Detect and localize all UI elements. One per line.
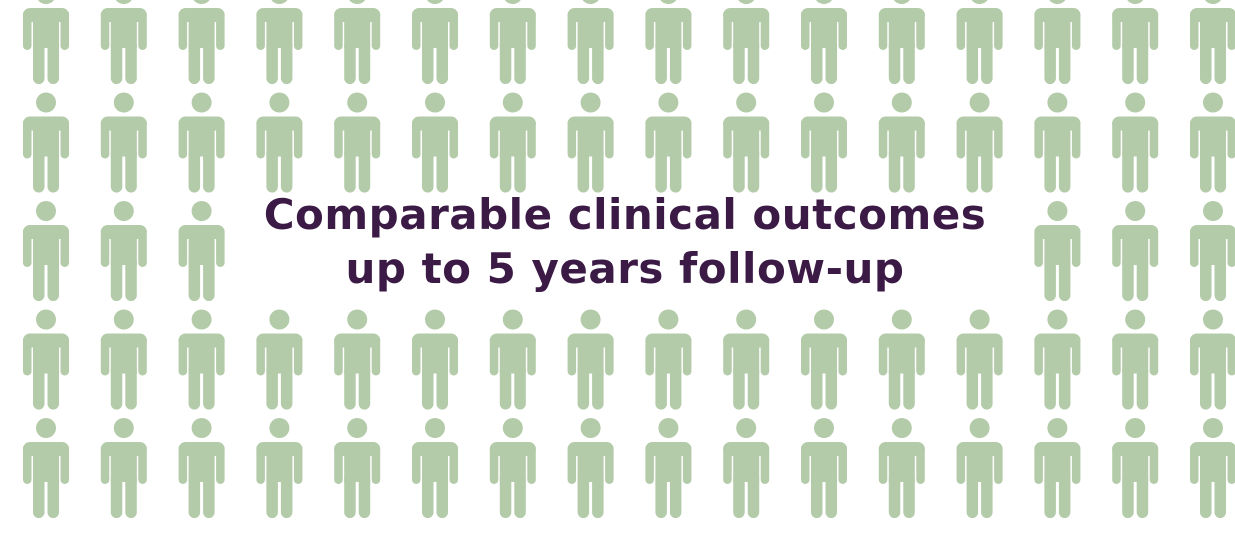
person-icon <box>645 309 692 410</box>
person-icon <box>801 0 847 84</box>
person-icon <box>178 201 225 301</box>
person-icon <box>723 309 770 410</box>
person-icon <box>801 309 847 410</box>
person-icon <box>489 92 536 193</box>
person-icon <box>878 92 925 193</box>
person-icon <box>489 309 536 410</box>
person-icon <box>23 309 69 410</box>
person-icon <box>23 418 69 518</box>
person-icon <box>1112 201 1159 301</box>
person-icon <box>645 92 692 193</box>
person-icon <box>178 418 225 518</box>
person-icon <box>100 92 147 193</box>
person-icon <box>645 0 692 84</box>
person-icon <box>1034 418 1081 518</box>
person-icon <box>1034 0 1081 84</box>
person-icon <box>23 201 69 301</box>
person-icon <box>1034 92 1081 193</box>
person-icon <box>23 92 69 193</box>
person-icon <box>100 309 147 410</box>
person-icon <box>412 0 458 84</box>
person-icon <box>1112 0 1159 84</box>
person-icon <box>489 418 536 518</box>
person-icon <box>956 418 1003 518</box>
person-icon <box>256 0 303 84</box>
person-icon <box>334 92 381 193</box>
person-icon <box>1190 418 1235 518</box>
headline: Comparable clinical outcomes up to 5 yea… <box>245 188 1005 296</box>
person-icon <box>256 418 303 518</box>
person-icon <box>567 418 614 518</box>
person-icon <box>723 92 770 193</box>
person-icon <box>412 418 458 518</box>
person-icon <box>178 92 225 193</box>
person-icon <box>489 0 536 84</box>
person-icon <box>645 418 692 518</box>
person-icon <box>567 0 614 84</box>
person-icon <box>334 418 381 518</box>
person-icon <box>1112 92 1159 193</box>
person-icon <box>23 0 69 84</box>
person-icon <box>334 309 381 410</box>
person-icon <box>956 0 1003 84</box>
person-icon <box>878 0 925 84</box>
person-icon <box>1190 309 1235 410</box>
person-icon <box>801 418 847 518</box>
person-icon <box>1112 418 1159 518</box>
person-icon <box>878 418 925 518</box>
person-icon <box>100 418 147 518</box>
person-icon <box>1034 201 1081 301</box>
person-icon <box>100 201 147 301</box>
person-icon <box>412 309 458 410</box>
person-icon <box>412 92 458 193</box>
person-icon <box>878 309 925 410</box>
person-icon <box>567 309 614 410</box>
person-icon <box>178 309 225 410</box>
person-icon <box>1112 309 1159 410</box>
headline-line-2: up to 5 years follow-up <box>345 244 905 293</box>
person-icon <box>1190 0 1235 84</box>
person-icon <box>256 92 303 193</box>
person-icon <box>801 92 847 193</box>
person-icon <box>567 92 614 193</box>
person-icon <box>256 309 303 410</box>
person-icon <box>723 0 770 84</box>
person-icon <box>1190 92 1235 193</box>
headline-line-1: Comparable clinical outcomes <box>263 190 987 239</box>
person-icon <box>178 0 225 84</box>
person-icon <box>100 0 147 84</box>
person-icon <box>334 0 381 84</box>
person-icon <box>723 418 770 518</box>
person-icon <box>956 92 1003 193</box>
person-icon <box>1034 309 1081 410</box>
person-icon <box>956 309 1003 410</box>
person-icon <box>1190 201 1235 301</box>
